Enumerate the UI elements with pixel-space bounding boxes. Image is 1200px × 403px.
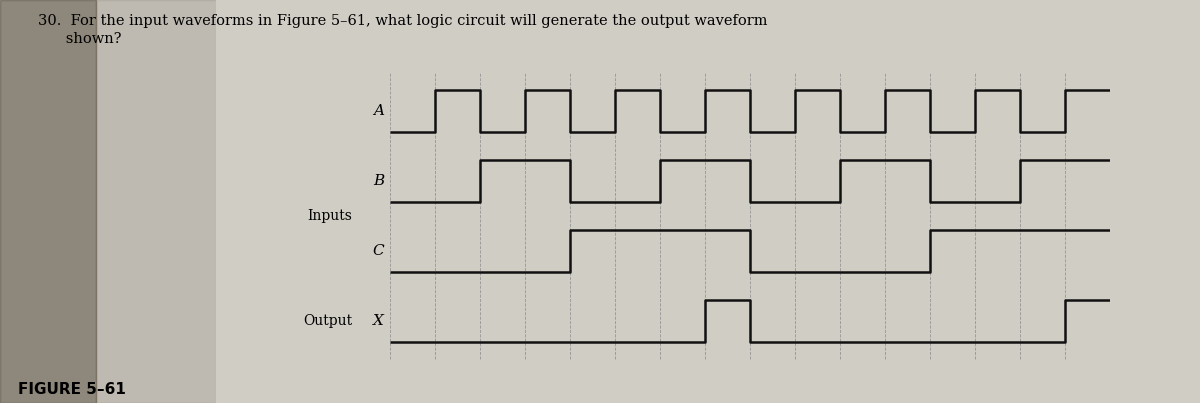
Bar	[0, 0, 96, 403]
Text: C: C	[372, 244, 384, 258]
Text: Output: Output	[302, 314, 352, 328]
Text: Inputs: Inputs	[307, 209, 352, 222]
Bar	[216, 0, 1200, 403]
Text: FIGURE 5–61: FIGURE 5–61	[18, 382, 126, 397]
Text: 30.  For the input waveforms in Figure 5–61, what logic circuit will generate th: 30. For the input waveforms in Figure 5–…	[38, 14, 768, 28]
Text: shown?: shown?	[38, 32, 121, 46]
Text: A: A	[373, 104, 384, 118]
Text: X: X	[373, 314, 384, 328]
Bar	[96, 0, 216, 403]
Text: B: B	[373, 174, 384, 187]
